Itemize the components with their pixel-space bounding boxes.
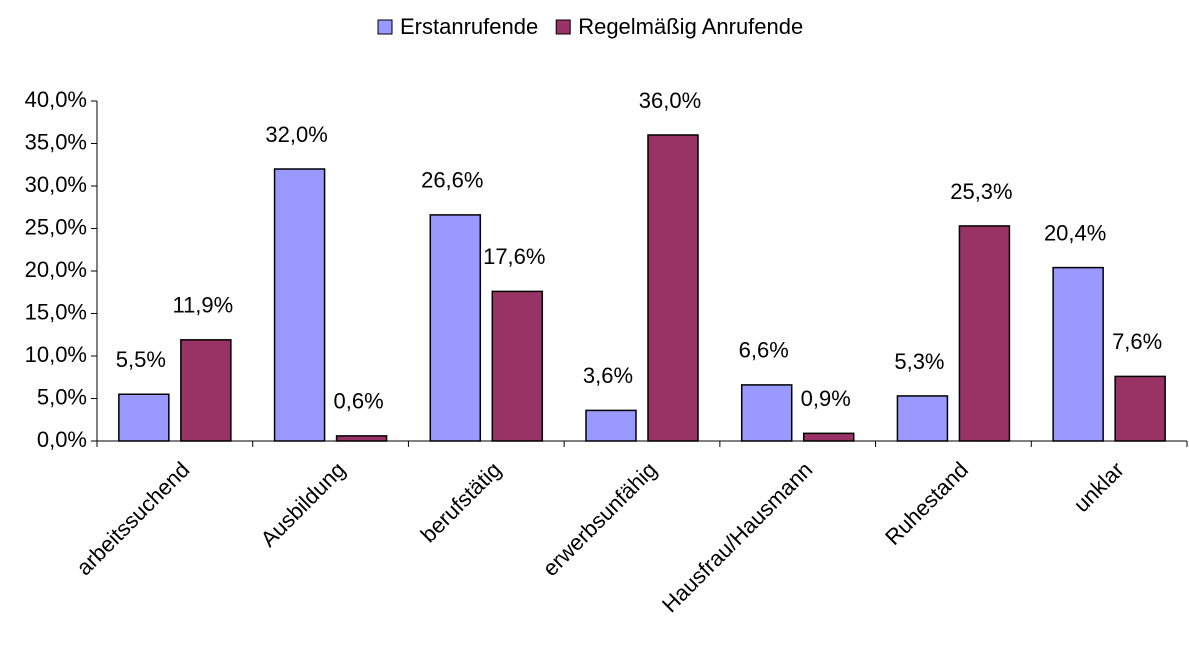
value-label: 7,6% bbox=[1112, 329, 1162, 354]
legend-swatch bbox=[377, 19, 393, 35]
value-label: 11,9% bbox=[172, 293, 233, 318]
value-label: 6,6% bbox=[739, 338, 789, 363]
y-tick-label: 15,0% bbox=[25, 299, 87, 324]
x-tick-label: unklar bbox=[1069, 457, 1129, 517]
y-tick-label: 10,0% bbox=[25, 342, 87, 367]
x-tick-label: Hausfrau/Hausmann bbox=[657, 457, 817, 617]
bar bbox=[802, 432, 855, 442]
value-label: 26,6% bbox=[421, 168, 483, 193]
value-label: 17,6% bbox=[483, 244, 545, 269]
x-tick-label: arbeitssuchend bbox=[71, 457, 194, 580]
bar bbox=[1114, 375, 1166, 442]
y-tick-label: 5,0% bbox=[37, 384, 87, 409]
x-tick-label: erwerbsunfähig bbox=[538, 457, 662, 581]
value-label: 20,4% bbox=[1044, 220, 1106, 245]
bar bbox=[585, 409, 637, 442]
value-label: 0,9% bbox=[801, 386, 851, 411]
y-tick-label: 40,0% bbox=[25, 87, 87, 112]
value-label: 0,6% bbox=[333, 389, 383, 414]
legend-swatch bbox=[555, 19, 571, 35]
bar bbox=[958, 225, 1011, 442]
bar bbox=[896, 395, 949, 442]
bar bbox=[647, 134, 699, 442]
legend-label: Regelmäßig Anrufende bbox=[578, 14, 803, 39]
value-label: 36,0% bbox=[639, 88, 701, 113]
bar bbox=[273, 168, 326, 442]
value-label: 25,3% bbox=[950, 179, 1012, 204]
bar bbox=[429, 214, 482, 442]
value-label: 5,5% bbox=[116, 347, 166, 372]
value-label: 5,3% bbox=[894, 349, 944, 374]
y-tick-label: 30,0% bbox=[25, 172, 87, 197]
bar bbox=[180, 339, 232, 442]
y-tick-label: 0,0% bbox=[37, 427, 87, 452]
legend-label: Erstanrufende bbox=[400, 14, 538, 39]
y-tick-label: 35,0% bbox=[25, 129, 87, 154]
bar bbox=[740, 384, 793, 442]
y-tick-label: 20,0% bbox=[25, 257, 87, 282]
x-tick-label: Ruhestand bbox=[880, 457, 973, 550]
value-label: 32,0% bbox=[265, 122, 327, 147]
y-tick-label: 25,0% bbox=[25, 214, 87, 239]
x-tick-label: Ausbildung bbox=[256, 457, 351, 552]
bar bbox=[335, 435, 388, 442]
x-tick-label: berufstätig bbox=[416, 457, 506, 547]
bar bbox=[491, 290, 544, 442]
bar bbox=[1052, 266, 1104, 442]
bar bbox=[118, 393, 170, 442]
value-label: 3,6% bbox=[583, 363, 633, 388]
